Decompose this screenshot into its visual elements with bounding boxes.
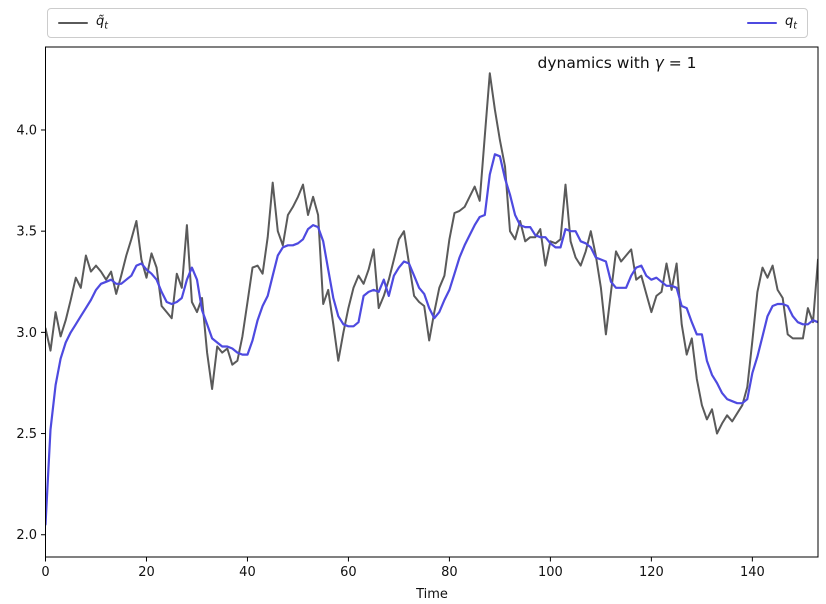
gamma-annotation-suffix: = 1 [663,54,697,72]
y-tick-label: 4.0 [16,123,37,138]
y-tick-label: 2.0 [16,528,37,543]
legend-line-qtilde-swatch [58,21,88,25]
gamma-annotation: dynamics with γ = 1 [538,54,697,72]
legend-item-qtilde: q̃t [58,15,108,31]
legend-label-qtilde-sub: t [104,20,108,32]
series-line-qtilde [45,72,818,435]
legend-label-q-base: q [785,13,794,29]
legend-label-q: qt [785,15,797,31]
legend-item-q: qt [747,15,797,31]
series-line-q [45,153,818,526]
x-tick-label: 20 [138,565,155,580]
axes-frame [45,46,819,558]
legend-label-q-sub: t [793,20,797,32]
y-tick-label: 3.0 [16,326,37,341]
legend-label-qtilde-base: q̃ [96,13,105,29]
x-axis-label: Time [416,587,448,602]
x-tick-label: 40 [239,565,256,580]
y-tick-label: 2.5 [16,427,37,442]
gamma-annotation-prefix: dynamics with [537,54,655,72]
x-tick-label: 100 [538,565,563,580]
x-tick-label: 80 [441,565,458,580]
gamma-symbol: γ [654,54,664,72]
x-tick-label: 120 [639,565,664,580]
legend-label-qtilde: q̃t [96,15,108,31]
x-tick-label: 140 [740,565,765,580]
legend-box: q̃t qt [47,8,808,38]
x-tick-label: 60 [340,565,357,580]
y-tick-label: 3.5 [16,225,37,240]
legend-line-q-swatch [747,21,777,25]
x-tick-label: 0 [41,565,49,580]
